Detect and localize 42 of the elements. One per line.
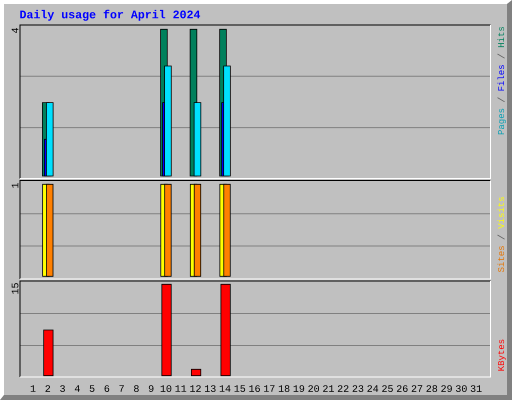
x-tick-label: 22: [338, 385, 348, 392]
x-tick-label: 19: [294, 385, 304, 392]
x-tick-label: 7: [119, 385, 124, 392]
x-tick-label: 3: [60, 385, 65, 392]
x-tick-label: 29: [441, 385, 452, 392]
x-tick-label: 30: [456, 385, 467, 392]
x-tick-label: 26: [396, 385, 408, 392]
text: 1: [12, 182, 18, 188]
x-tick-label: 10: [160, 385, 172, 392]
x-tick-label: 6: [104, 385, 110, 392]
x-tick-label: 5: [90, 385, 94, 392]
x-tick-label: 28: [426, 385, 438, 392]
x-tick-label: 25: [382, 385, 393, 392]
x-tick-label: 24: [367, 385, 378, 392]
x-tick-label: 14: [220, 385, 231, 392]
x-tick-label: 18: [278, 385, 290, 392]
x-tick-label: 1: [30, 385, 36, 392]
x-tick-label: 9: [148, 385, 154, 392]
x-tick-label: 12: [190, 385, 201, 392]
chart-title: Daily usage for April 2024: [20, 10, 200, 21]
text: Visits: [497, 197, 504, 229]
x-tick-label: 17: [264, 385, 275, 392]
text: 4: [12, 28, 18, 33]
x-tick-label: 4: [74, 385, 80, 392]
x-tick-label: 13: [204, 385, 216, 392]
x-tick-label: 23: [352, 385, 364, 392]
x-tick-label: 16: [249, 385, 260, 392]
x-tick-label: 31: [470, 385, 482, 392]
x-tick-label: 21: [323, 385, 334, 392]
x-tick-label: 11: [175, 385, 186, 392]
text: Pages: [498, 108, 506, 134]
text: 15: [12, 283, 18, 294]
text: Hits: [497, 26, 504, 48]
bar: [46, 102, 54, 176]
x-tick-label: 8: [134, 385, 139, 392]
text: Sites: [497, 246, 504, 272]
x-tick-label: 2: [45, 385, 50, 392]
text: KBytes: [498, 340, 506, 371]
x-tick-label: 15: [234, 385, 246, 392]
x-tick-label: 27: [412, 385, 422, 392]
x-tick-label: 20: [308, 385, 320, 392]
text: Files: [497, 65, 504, 91]
